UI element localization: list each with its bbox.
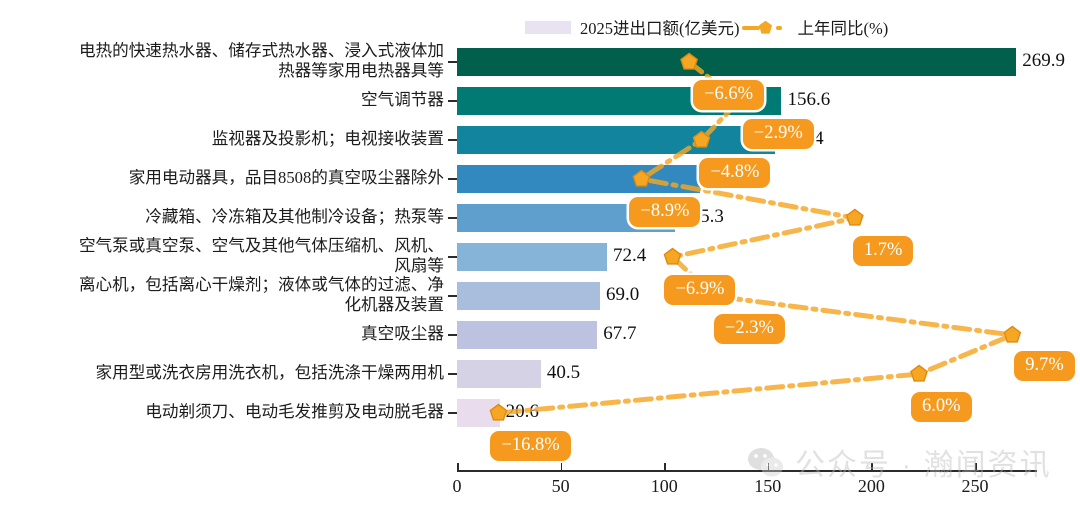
category-label: 真空吸尘器	[361, 324, 444, 344]
growth-value-label: 6.0%	[911, 392, 972, 422]
category-label: 冷藏箱、冷冻箱及其他制冷设备；热泵等	[145, 207, 444, 227]
bar-9	[457, 399, 500, 427]
growth-value-label: −6.6%	[693, 80, 765, 110]
category-tick	[448, 412, 457, 414]
x-axis-tick	[664, 463, 666, 470]
x-axis-tick	[457, 463, 459, 470]
x-axis-tick-label: 150	[754, 476, 782, 496]
growth-value-label: −8.9%	[629, 197, 701, 227]
legend-line-marker-icon	[741, 19, 794, 35]
x-axis-tick	[767, 463, 770, 470]
x-axis-tick-label: 200	[857, 476, 885, 496]
x-axis-tick-label: 100	[650, 476, 678, 496]
bar-8	[457, 360, 541, 388]
growth-value-label: −2.3%	[713, 314, 785, 344]
bar-2	[457, 126, 775, 154]
bar-value-label: 69.0	[605, 284, 640, 305]
category-label: 电动剃须刀、电动毛发推剪及电动脱毛器	[145, 402, 444, 422]
bar-5	[457, 243, 607, 271]
growth-value-label: 9.7%	[1014, 351, 1075, 381]
category-label: 空气泵或真空泵、空气及其他气体压缩机、风机、 风扇等	[78, 236, 444, 275]
category-tick	[448, 178, 457, 180]
growth-value-label: −4.8%	[699, 158, 771, 188]
growth-value-label: −16.8%	[490, 431, 571, 461]
category-tick	[448, 139, 457, 141]
legend-label-bar-series: 2025进出口额(亿美元)	[580, 19, 740, 38]
category-tick	[448, 61, 457, 63]
category-label: 离心机，包括离心干燥剂；液体或气体的过滤、净 化机器及装置	[78, 275, 444, 314]
chart-legend: 2025进出口额(亿美元) 上年同比(%)	[525, 14, 888, 40]
bar-value-label: 269.9	[1022, 50, 1065, 71]
x-axis-tick-label: 250	[961, 476, 989, 496]
line-marker-4	[845, 208, 864, 226]
category-label: 电热的快速热水器、储存式热水器、浸入式液体加 热器等家用电热器具等	[78, 41, 444, 80]
bar-6	[457, 282, 600, 310]
category-tick	[448, 256, 457, 258]
wechat-icon	[745, 442, 785, 482]
bar-value-label: 156.6	[787, 89, 831, 110]
bar-value-label: 67.7	[603, 323, 637, 344]
category-label: 家用型或洗衣房用洗衣机，包括洗涤干燥两用机	[95, 363, 444, 383]
line-marker-5	[663, 247, 682, 265]
watermark: 公众号 · 瀚闻资讯	[745, 440, 1052, 484]
category-tick	[448, 100, 457, 102]
line-marker-8	[910, 364, 928, 382]
bar-0	[457, 48, 1017, 76]
x-axis-tick	[871, 463, 873, 470]
watermark-text: 公众号 · 瀚闻资讯	[795, 449, 1052, 482]
category-label: 监视器及投影机；电视接收装置	[211, 129, 444, 149]
legend-label-line-series: 上年同比(%)	[797, 19, 889, 38]
category-label: 家用电动器具，品目8508的真空吸尘器除外	[128, 168, 444, 188]
x-axis-tick-label: 0	[452, 476, 462, 496]
line-marker-7	[1003, 325, 1022, 343]
category-label: 空气调节器	[361, 90, 444, 110]
bar-value-label: 20.6	[505, 401, 539, 422]
x-axis-tick	[560, 463, 563, 470]
bar-3	[457, 165, 701, 193]
growth-value-label: 1.7%	[852, 236, 914, 266]
growth-value-label: −2.9%	[742, 119, 814, 149]
category-tick	[448, 334, 457, 336]
category-tick	[448, 295, 457, 297]
category-tick	[448, 373, 457, 375]
bar-value-label: 72.4	[613, 245, 647, 266]
legend-swatch-bar-series	[525, 20, 571, 34]
x-axis-tick	[975, 463, 977, 470]
bar-7	[457, 321, 598, 349]
x-axis-line	[457, 470, 1038, 472]
x-axis-tick-label: 50	[551, 476, 570, 496]
bar-value-label: 40.5	[546, 362, 581, 383]
category-tick	[448, 217, 457, 219]
growth-value-label: −6.9%	[664, 275, 736, 305]
